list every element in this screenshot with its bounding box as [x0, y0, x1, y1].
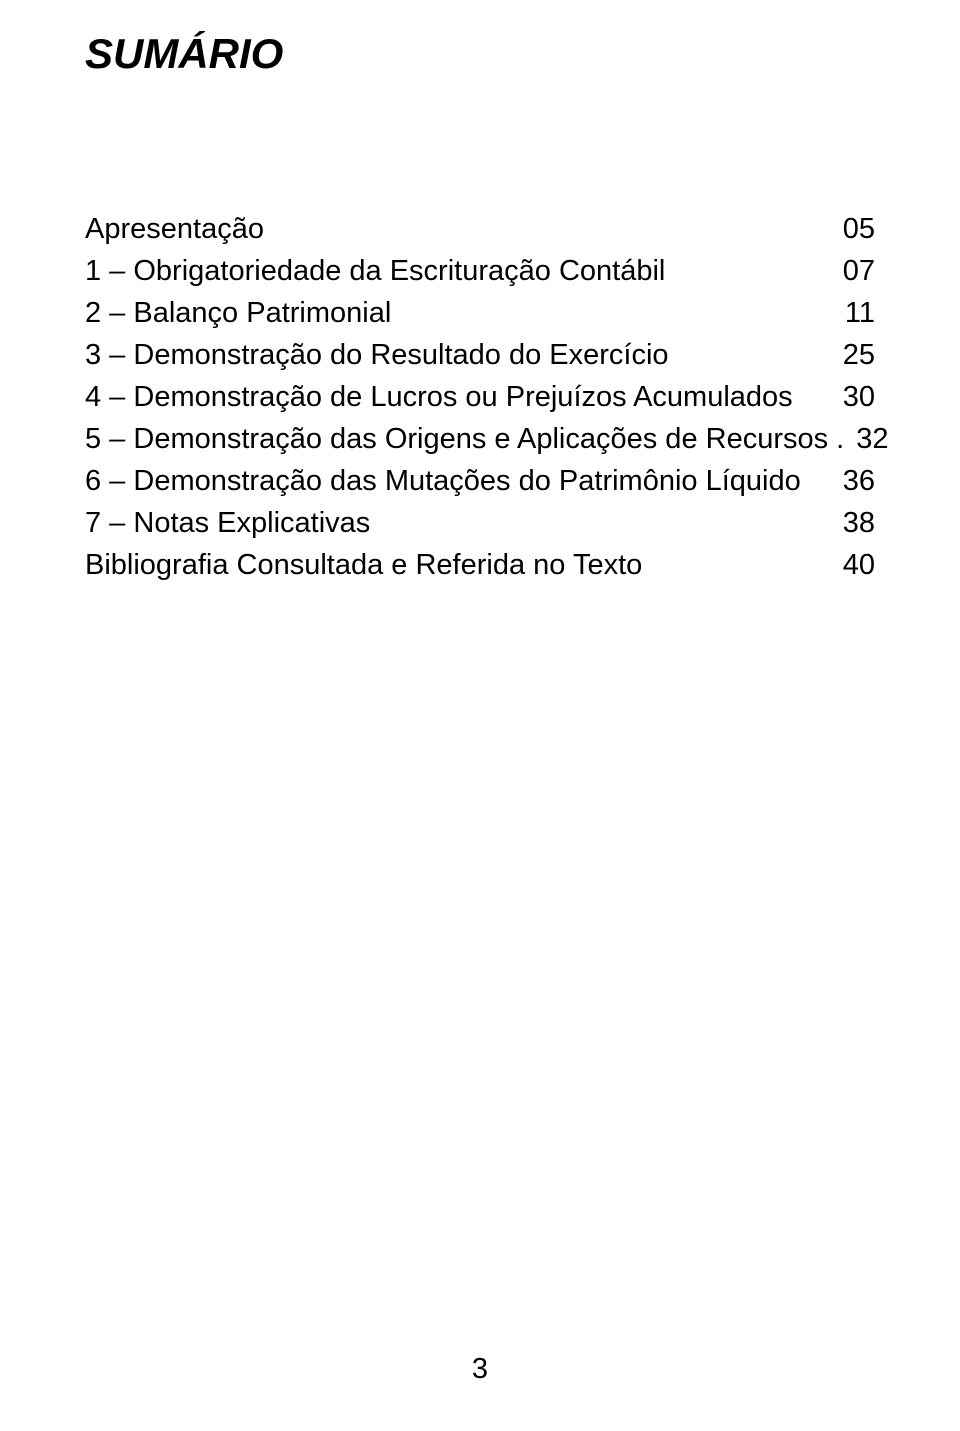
toc-entry-page: 25 — [843, 334, 875, 376]
toc-entry-page: 38 — [843, 502, 875, 544]
toc-entry-label: Bibliografia Consultada e Referida no Te… — [85, 544, 642, 586]
toc-entry-label: 5 – Demonstração das Origens e Aplicaçõe… — [85, 418, 844, 460]
toc-entry: 6 – Demonstração das Mutações do Patrimô… — [85, 460, 875, 502]
toc-entry-page: 11 — [845, 292, 875, 334]
toc-entry-page: 07 — [843, 250, 875, 292]
toc-entry: 3 – Demonstração do Resultado do Exercíc… — [85, 334, 875, 376]
toc-entry: 7 – Notas Explicativas 38 — [85, 502, 875, 544]
toc-entry: 4 – Demonstração de Lucros ou Prejuízos … — [85, 376, 875, 418]
toc-entry: 1 – Obrigatoriedade da Escrituração Cont… — [85, 250, 875, 292]
toc-entry-page: 36 — [843, 460, 875, 502]
toc-entry-label: 2 – Balanço Patrimonial — [85, 292, 391, 334]
toc-entry: Apresentação 05 — [85, 208, 875, 250]
toc-entry-label: 3 – Demonstração do Resultado do Exercíc… — [85, 334, 669, 376]
toc-entry-page: 30 — [843, 376, 875, 418]
toc-entry: 5 – Demonstração das Origens e Aplicaçõe… — [85, 418, 875, 460]
toc-entry-page: 32 — [856, 418, 888, 460]
toc-entry-page: 40 — [843, 544, 875, 586]
toc-entry-page: 05 — [843, 208, 875, 250]
document-title: SUMÁRIO — [85, 30, 875, 78]
toc-entry-label: Apresentação — [85, 208, 264, 250]
page-number: 3 — [0, 1353, 960, 1386]
page-container: SUMÁRIO Apresentação 05 1 – Obrigatoried… — [0, 0, 960, 1431]
table-of-contents: Apresentação 05 1 – Obrigatoriedade da E… — [85, 208, 875, 586]
toc-entry-label: 7 – Notas Explicativas — [85, 502, 370, 544]
toc-entry-label: 4 – Demonstração de Lucros ou Prejuízos … — [85, 376, 793, 418]
toc-entry: 2 – Balanço Patrimonial 11 — [85, 292, 875, 334]
toc-entry-label: 1 – Obrigatoriedade da Escrituração Cont… — [85, 250, 665, 292]
toc-entry-label: 6 – Demonstração das Mutações do Patrimô… — [85, 460, 801, 502]
toc-entry: Bibliografia Consultada e Referida no Te… — [85, 544, 875, 586]
